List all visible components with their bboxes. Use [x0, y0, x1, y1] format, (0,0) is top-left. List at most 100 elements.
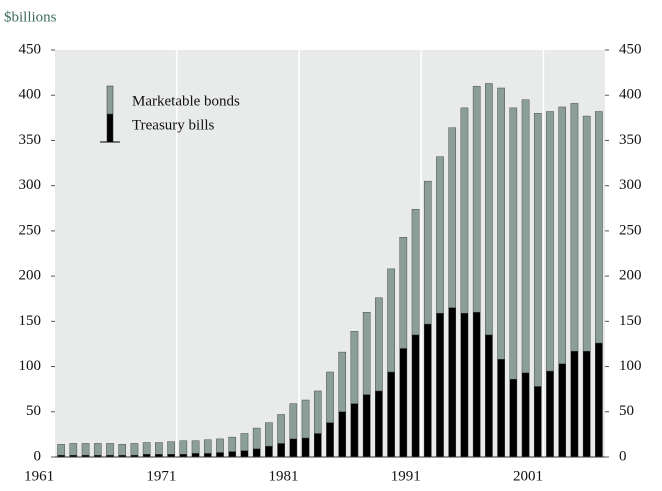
bar-segment: [558, 363, 567, 458]
bar-segment: [277, 443, 285, 458]
y-tick-label: 250: [19, 222, 42, 238]
bar-segment: [546, 111, 554, 372]
bar-segment: [472, 85, 481, 313]
x-tick-label: 1961: [24, 468, 54, 484]
bar-segment: [350, 331, 359, 404]
x-tick-label: 1991: [391, 468, 421, 484]
bar-segment: [118, 444, 127, 456]
bar-segment: [240, 433, 249, 451]
y2-tick-label: 150: [619, 313, 642, 329]
bar-segment: [167, 441, 175, 455]
bar-segment: [277, 414, 285, 444]
bar-segment: [216, 452, 224, 458]
legend-swatch: [106, 85, 114, 115]
bar-segment: [423, 323, 432, 458]
bar-segment: [436, 312, 444, 458]
bar-segment: [460, 312, 469, 458]
y-tick-label: 350: [19, 132, 42, 148]
bar-segment: [289, 438, 298, 458]
bar-segment: [399, 237, 408, 349]
bar-segment: [338, 411, 347, 458]
bar-segment: [228, 451, 237, 458]
bar-segment: [252, 448, 261, 458]
bar-segment: [142, 442, 151, 455]
y2-tick-label: 250: [619, 222, 642, 238]
bar-segment: [497, 87, 505, 360]
bar-segment: [509, 107, 518, 380]
bar-segment: [362, 312, 371, 395]
y2-tick-label: 200: [619, 268, 642, 284]
bar-segment: [399, 348, 408, 458]
bar-segment: [472, 312, 481, 458]
bar-segment: [411, 208, 420, 336]
bar-segment: [375, 297, 383, 392]
bar-segment: [546, 370, 554, 458]
y-tick-label: 50: [26, 403, 41, 419]
bar-segment: [93, 443, 102, 456]
y2-tick-label: 50: [619, 403, 634, 419]
y-tick-label: 0: [34, 448, 42, 464]
y-tick-label: 150: [19, 313, 42, 329]
x-tick-label: 1981: [269, 468, 299, 484]
unit-label: $billions: [4, 9, 57, 25]
bar-segment: [265, 422, 273, 447]
bar-segment: [558, 106, 567, 365]
x-tick-label: 1971: [146, 468, 176, 484]
bar-segment: [130, 443, 139, 456]
y-tick-label: 450: [19, 41, 42, 57]
y2-tick-label: 350: [619, 132, 642, 148]
bar-segment: [509, 379, 518, 458]
bar-segment: [485, 334, 493, 458]
y2-tick-label: 300: [619, 177, 642, 193]
bar-segment: [570, 350, 579, 458]
y2-tick-label: 0: [619, 448, 627, 464]
bar-segment: [265, 445, 273, 458]
bar-segment: [521, 99, 530, 374]
bar-segment: [387, 371, 395, 458]
bar-segment: [326, 371, 334, 423]
bar-segment: [155, 442, 163, 455]
bar-segment: [228, 436, 237, 452]
bar-segment: [411, 334, 420, 458]
bar-segment: [521, 372, 530, 458]
legend-swatch: [106, 113, 114, 143]
bar-segment: [423, 180, 432, 325]
bar-segment: [301, 399, 310, 439]
bar-segment: [362, 394, 371, 458]
bar-segment: [387, 268, 395, 373]
bar-segment: [69, 443, 78, 456]
x-tick-label: 2001: [513, 468, 543, 484]
bar-segment: [203, 439, 212, 454]
y2-tick-label: 100: [619, 358, 642, 374]
legend-label: Treasury bills: [132, 117, 215, 133]
bar-segment: [313, 433, 322, 458]
bar-segment: [350, 403, 359, 458]
bar-segment: [460, 107, 469, 314]
bar-segment: [595, 111, 603, 344]
bar-segment: [338, 351, 347, 412]
bar-segment: [448, 307, 457, 458]
y2-tick-label: 450: [619, 41, 642, 57]
bar-segment: [191, 453, 200, 458]
bar-segment: [203, 453, 212, 458]
y2-tick-label: 400: [619, 87, 642, 103]
bar-segment: [436, 156, 444, 314]
bar-segment: [216, 438, 224, 453]
bar-segment: [326, 422, 334, 458]
bar-segment: [179, 440, 188, 455]
bar-segment: [582, 350, 591, 458]
bar-segment: [582, 115, 591, 352]
bar-segment: [81, 443, 90, 456]
bar-segment: [289, 403, 298, 440]
bar-segment: [301, 437, 310, 458]
bar-segment: [57, 444, 65, 456]
bar-segment: [595, 342, 603, 458]
bar-segment: [313, 390, 322, 434]
bar-segment: [570, 103, 579, 352]
y-tick-label: 300: [19, 177, 42, 193]
bar-segment: [252, 427, 261, 450]
bar-segment: [240, 450, 249, 458]
y-tick-label: 100: [19, 358, 42, 374]
bar-segment: [106, 443, 114, 456]
